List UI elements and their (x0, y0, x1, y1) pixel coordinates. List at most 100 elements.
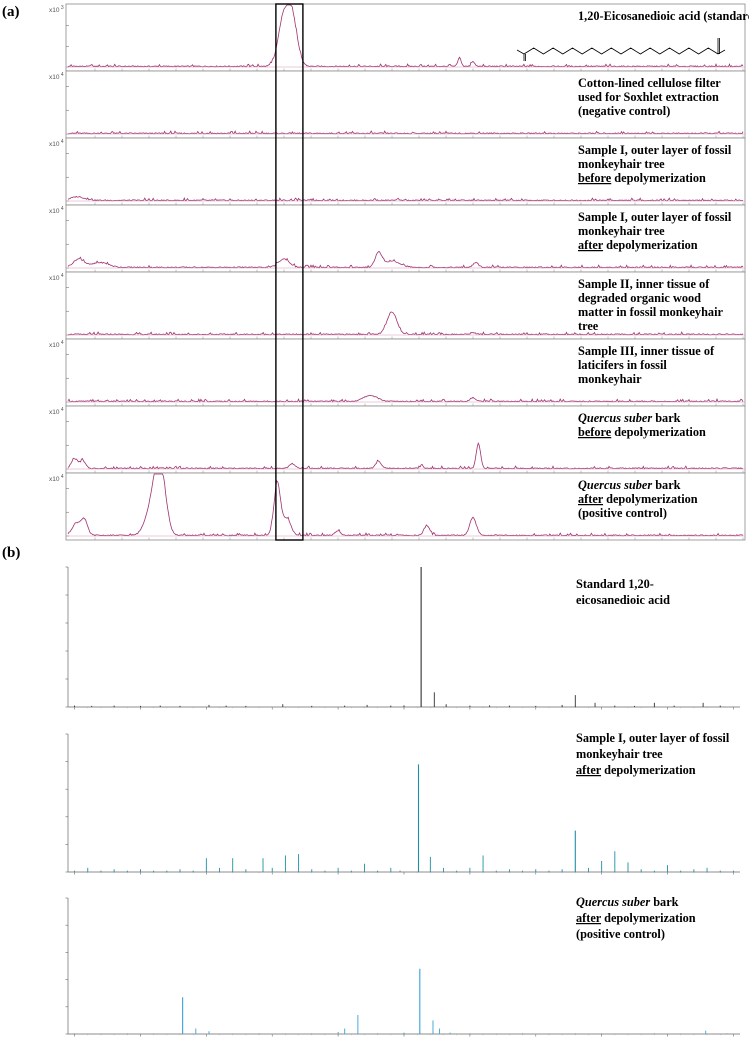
trace-description-line: Sample III, inner tissue of (578, 344, 715, 358)
trace-description-run: (positive control) (578, 506, 667, 520)
chromatogram-trace (67, 251, 744, 269)
chromatogram-trace (67, 311, 744, 336)
spectrum-description-run: Quercus suber (576, 895, 650, 909)
chromatogram-trace (67, 442, 744, 470)
trace-description-line: Sample II, inner tissue of (578, 277, 710, 291)
y-exponent-power: 4 (59, 407, 63, 413)
spectrum-description-run: after (576, 911, 602, 925)
chromatogram-3: x10 4 Sample I, outer layer of fossilmonk… (49, 137, 746, 206)
spectrum-description-run: Standard 1,20- (576, 577, 654, 591)
trace-description-run: monkeyhair tree (578, 224, 665, 238)
panel-b-label: (b) (2, 545, 20, 561)
trace-description-run: matter in fossil monkeyhair (578, 305, 723, 319)
spectrum-description-run: eicosanedioic acid (576, 593, 670, 607)
spectrum-description-run: Sample I, outer layer of fossil (576, 731, 730, 745)
panel-b-mass-spectra: Standard 1,20- eicosanedioic acid Sample I… (65, 566, 740, 1037)
y-exponent: x10 4 (49, 206, 64, 215)
trace-description-run: Sample II, inner tissue of (578, 277, 710, 291)
trace-description-line: laticifers in fossil (578, 358, 667, 372)
y-exponent-power: 4 (59, 72, 63, 78)
chromatogram-frame (65, 472, 746, 541)
chromatogram-trace (67, 4, 744, 68)
spectrum-description-run: depolymerization (601, 911, 696, 925)
trace-description-run: depolymerization (603, 238, 698, 252)
trace-description-run: depolymerization (603, 492, 698, 506)
y-exponent-power: 4 (59, 340, 63, 346)
chromatogram-frame (65, 137, 746, 206)
chromatogram-frame (65, 3, 746, 72)
trace-description-run: depolymerization (611, 171, 706, 185)
trace-description-line: monkeyhair (578, 372, 642, 386)
spectrum-description-run: monkeyhair tree (576, 747, 663, 761)
spectrum-description-run: depolymerization (601, 763, 696, 777)
trace-description-run: bark (652, 478, 681, 492)
mass-spectrum-1: Standard 1,20- eicosanedioic acid (65, 566, 740, 710)
spectrum-description-line: after depolymerization (576, 911, 696, 925)
trace-description-line: before depolymerization (578, 425, 706, 439)
y-exponent-base: x10 (49, 74, 60, 81)
c-oh-bond-right (717, 49, 726, 55)
spectrum-description-line: eicosanedioic acid (576, 593, 670, 607)
panel-a-chromatograms: x10 3 1,20-Eicosanedioic acid (standard) x… (49, 3, 749, 541)
chromatogram-frame (65, 338, 746, 407)
trace-description-line: tree (578, 319, 599, 333)
y-exponent-power: 3 (59, 5, 63, 11)
y-exponent-power: 4 (59, 273, 63, 279)
carbon-chain (523, 47, 719, 55)
y-exponent: x10 4 (49, 273, 64, 282)
trace-description-run: Cotton-lined cellulose filter (578, 76, 721, 90)
spectrum-description-run: (positive control) (576, 927, 665, 941)
trace-description-run: monkeyhair tree (578, 157, 665, 171)
spectrum-description-line: (positive control) (576, 927, 665, 941)
y-exponent: x10 4 (49, 340, 64, 349)
trace-description-line: before depolymerization (578, 171, 706, 185)
trace-description-line: Quercus suber bark (578, 478, 681, 492)
trace-description-run: 1,20-Eicosanedioic acid (standard) (578, 9, 749, 23)
y-exponent: x10 4 (49, 72, 64, 81)
spectrum-description-line: Sample I, outer layer of fossil (576, 731, 730, 745)
y-exponent-base: x10 (49, 141, 60, 148)
y-exponent-base: x10 (49, 476, 60, 483)
spectrum-description-line: after depolymerization (576, 763, 696, 777)
trace-description-line: Cotton-lined cellulose filter (578, 76, 721, 90)
chromatogram-trace (67, 394, 744, 403)
trace-description-run: used for Soxhlet extraction (578, 90, 719, 104)
chromatogram-6: x10 4 Sample III, inner tissue oflaticife… (49, 338, 746, 407)
trace-description-run: (negative control) (578, 104, 670, 118)
trace-description-run: before (578, 171, 612, 185)
trace-description-line: 1,20-Eicosanedioic acid (standard) (578, 9, 749, 23)
y-exponent: x10 3 (49, 5, 64, 14)
spectrum-description-run: after (576, 763, 602, 777)
trace-description-run: laticifers in fossil (578, 358, 667, 372)
chromatogram-trace (67, 195, 743, 202)
trace-description-run: tree (578, 319, 599, 333)
trace-description-line: after depolymerization (578, 238, 698, 252)
mass-spectrum-3: Quercus suber bark after depolymerization… (65, 895, 740, 1037)
chromatogram-frame (65, 70, 746, 139)
y-exponent-power: 4 (59, 206, 63, 212)
trace-description-line: Sample I, outer layer of fossil (578, 210, 732, 224)
chromatogram-trace (68, 130, 744, 135)
y-exponent-base: x10 (49, 409, 60, 416)
spectrum-description-line: monkeyhair tree (576, 747, 663, 761)
trace-description-run: after (578, 238, 604, 252)
trace-description-run: after (578, 492, 604, 506)
trace-description-line: monkeyhair tree (578, 157, 665, 171)
chromatogram-frame (65, 405, 746, 474)
y-exponent-base: x10 (49, 275, 60, 282)
chromatogram-5: x10 4 Sample II, inner tissue ofdegraded … (49, 271, 746, 340)
eicosanedioic-acid-structure-icon (516, 38, 726, 61)
trace-description-line: Quercus suber bark (578, 411, 681, 425)
trace-description-run: monkeyhair (578, 372, 642, 386)
trace-description-line: monkeyhair tree (578, 224, 665, 238)
trace-description-line: after depolymerization (578, 492, 698, 506)
trace-description-run: degraded organic wood (578, 291, 701, 305)
trace-description-line: Sample I, outer layer of fossil (578, 143, 732, 157)
y-exponent-power: 4 (59, 474, 63, 480)
trace-description-line: matter in fossil monkeyhair (578, 305, 723, 319)
trace-description-run: Quercus suber (578, 478, 652, 492)
